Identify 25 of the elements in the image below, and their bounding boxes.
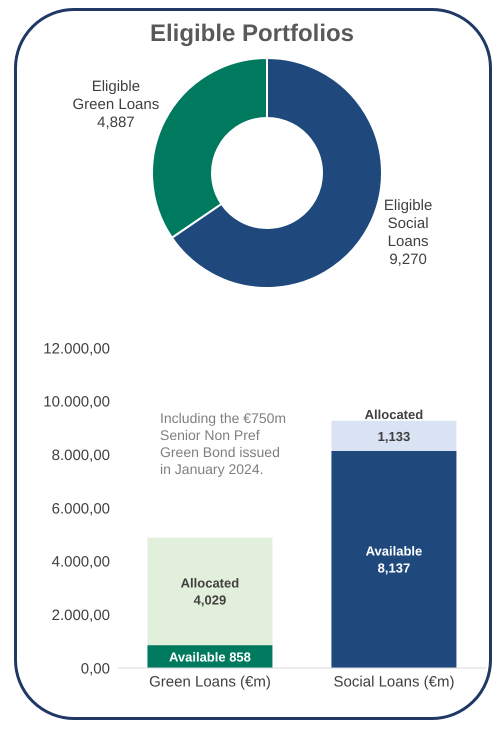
bar <box>147 538 272 646</box>
slice-label: Eligible Social Loans <box>384 197 432 250</box>
text: Available 858 <box>168 650 251 665</box>
data-label: 1,133 <box>378 428 410 444</box>
data-label: 8,137 <box>378 560 410 576</box>
bar <box>331 420 456 452</box>
y-tick-label: 4.000,00 <box>52 554 110 571</box>
text: Allocated <box>180 575 240 590</box>
y-tick-label: 0,00 <box>80 660 110 678</box>
data-label: 9,270 <box>389 251 427 268</box>
y-tick-label: 8.000,00 <box>52 446 110 464</box>
y-tick-label: 2.000,00 <box>52 606 110 624</box>
x-tick-label: Social Loans (€m) <box>334 674 454 691</box>
y-tick-label: 12.000,00 <box>43 340 110 358</box>
slice-label: Eligible Green Loans <box>72 78 160 113</box>
data-label: 4,887 <box>97 114 135 131</box>
y-tick-label: 6.000,00 <box>52 500 110 518</box>
y-tick-label: 10.000,00 <box>43 394 110 411</box>
x-tick-label: Green Loans (€m) <box>149 674 271 691</box>
bar <box>331 451 456 668</box>
annotation: Including the €750m Senior Non Pref Green Bond issued in January 2024. <box>160 410 288 478</box>
series-label: Allocated <box>364 406 424 422</box>
data-label: 4,029 <box>194 592 226 608</box>
chart-title: Eligible Portfolios <box>148 20 355 48</box>
series-label: Available <box>366 544 422 559</box>
